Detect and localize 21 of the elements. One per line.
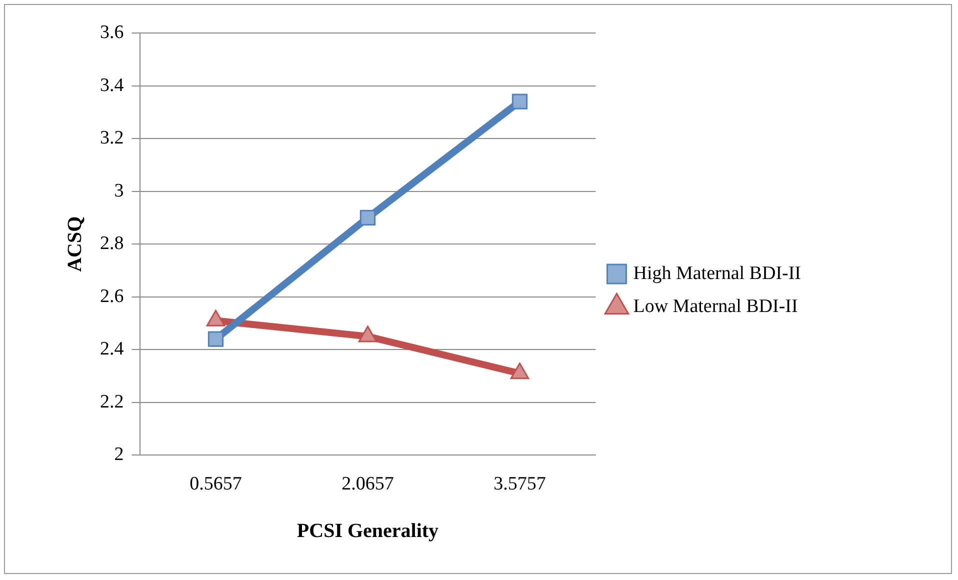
x-tick-label: 3.5757 <box>494 474 546 495</box>
y-tick-label: 2 <box>114 444 124 466</box>
point <box>510 362 530 380</box>
y-tick-label: 2.2 <box>100 391 124 412</box>
y-tick-label: 2.4 <box>100 338 124 360</box>
x-tick-label: 2.0657 <box>342 474 394 495</box>
y-tick-label: 3.4 <box>100 74 124 96</box>
y-tick-label: 2.6 <box>100 286 124 307</box>
y-axis-title: ACSQ <box>64 216 86 272</box>
legend-label: Low Maternal BDI-II <box>633 296 798 317</box>
point <box>358 326 378 342</box>
point <box>206 310 226 326</box>
y-tick-label: 3 <box>114 180 124 202</box>
y-tick-label: 3.6 <box>100 22 124 43</box>
y-tick-label: 2.8 <box>100 233 124 254</box>
point <box>512 94 528 110</box>
x-axis-title: PCSI Generality <box>296 520 439 542</box>
x-tick-label: 0.5657 <box>190 474 242 495</box>
y-tick-label: 3.2 <box>100 128 124 149</box>
legend-label: High Maternal BDI-II <box>633 262 801 284</box>
point <box>360 210 376 226</box>
